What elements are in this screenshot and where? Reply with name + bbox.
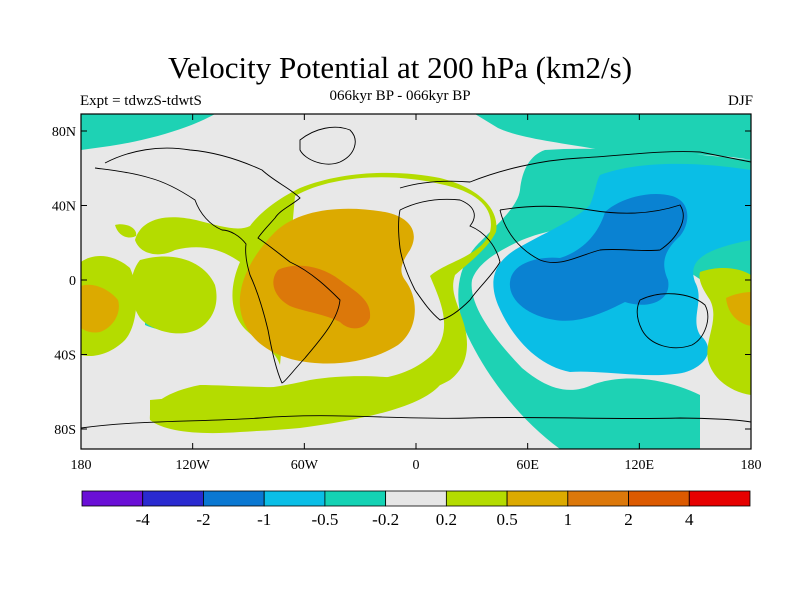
contour-orange-west	[81, 284, 119, 333]
colorbar-swatch	[81, 490, 144, 507]
contour-blue-core	[509, 193, 688, 321]
colorbar-label: -2	[196, 510, 210, 529]
colorbar-swatch	[445, 490, 508, 507]
colorbar-swatch	[385, 490, 447, 507]
colorbar-swatch	[203, 490, 265, 507]
coastline-africa	[398, 198, 501, 321]
lon-tick-label: 60E	[516, 458, 539, 473]
colorbar-label: 4	[685, 510, 694, 529]
coastline-eurasia-north	[399, 151, 751, 189]
longitude-axis: 180 120W 60W 0 60E 120E 180	[71, 114, 762, 473]
colorbar-swatch	[506, 490, 569, 507]
colorbar-label: 1	[564, 510, 573, 529]
colorbar-label: -1	[257, 510, 271, 529]
contour-green-small	[115, 224, 137, 238]
coastline-australia	[636, 293, 709, 349]
lon-tick-label: 180	[71, 458, 92, 473]
colorbar-label: -0.5	[311, 510, 338, 529]
colorbar-swatch	[263, 490, 326, 507]
chart-title: Velocity Potential at 200 hPa (km2/s)	[167, 50, 633, 85]
contour-green-south	[150, 376, 440, 432]
lat-tick-label: 40N	[52, 200, 76, 215]
contour-green-atlantic	[135, 172, 497, 434]
coastline-americas	[94, 147, 341, 384]
contour-teal-ne	[475, 114, 751, 160]
colorbar-swatch	[688, 490, 751, 507]
coastline-asia-south	[499, 204, 684, 263]
velocity-potential-field	[81, 114, 751, 449]
contour-orange-east	[726, 292, 751, 326]
lon-tick-label: 60W	[291, 458, 319, 473]
latitude-axis: 80N 40N 0 40S 80S	[52, 125, 751, 438]
season-label: DJF	[727, 93, 753, 109]
experiment-label: Expt = tdwzS-tdwtS	[80, 93, 202, 109]
contour-teal-nw	[81, 114, 215, 150]
colorbar-swatch	[567, 490, 629, 507]
lon-tick-label: 120E	[625, 458, 655, 473]
coastline-antarctica	[81, 415, 751, 429]
lon-tick-label: 0	[413, 458, 420, 473]
colorbar-label: 0.5	[496, 510, 517, 529]
colorbar-swatch	[324, 490, 387, 507]
lat-tick-label: 0	[69, 274, 76, 289]
contour-darkorange-core	[273, 265, 371, 329]
colorbar: -4 -2 -1 -0.5 -0.2 0.2 0.5 1 2 4	[81, 490, 751, 529]
lon-tick-label: 180	[741, 458, 762, 473]
lat-tick-label: 40S	[54, 349, 76, 364]
colorbar-label: -0.2	[372, 510, 399, 529]
colorbar-label: 2	[624, 510, 633, 529]
contour-green-pacific	[131, 256, 217, 334]
lat-tick-label: 80N	[52, 125, 76, 140]
colorbar-swatch	[628, 490, 690, 507]
lat-tick-label: 80S	[54, 423, 76, 438]
chart-subtitle: 066kyr BP - 066kyr BP	[329, 88, 471, 104]
coastlines	[81, 126, 751, 429]
colorbar-label: 0.2	[436, 510, 457, 529]
colorbar-label: -4	[136, 510, 151, 529]
colorbar-swatch	[142, 490, 204, 507]
lon-tick-label: 120W	[176, 458, 211, 473]
coastline-greenland	[299, 126, 356, 165]
